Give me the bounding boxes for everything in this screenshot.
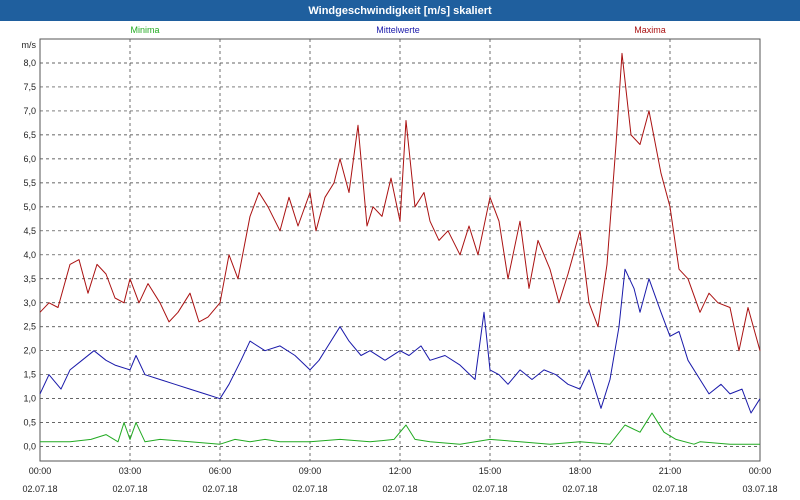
x-tick-time: 00:00 <box>749 466 772 476</box>
x-tick-date: 02.07.18 <box>382 484 417 494</box>
y-tick-label: 2,0 <box>23 346 36 356</box>
x-tick-time: 12:00 <box>389 466 412 476</box>
x-tick-date: 02.07.18 <box>112 484 147 494</box>
window-title: Windgeschwindigkeit [m/s] skaliert <box>0 0 800 21</box>
y-tick-label: 0,0 <box>23 442 36 452</box>
wind-speed-chart: 0,0 0,5 1,0 1,5 2,0 2,5 3,0 3,5 4,0 4,5 5,0 5,5 6,0 6… <box>22 25 778 494</box>
axis-labels: 0,0 0,5 1,0 1,5 2,0 2,5 3,0 3,5 4,0 4,5 5,0 5,5 6,0 6… <box>22 40 778 494</box>
x-tick-time: 00:00 <box>29 466 52 476</box>
y-tick-label: 4,5 <box>23 226 36 236</box>
y-tick-label: 2,5 <box>23 322 36 332</box>
y-tick-label: 0,5 <box>23 418 36 428</box>
legend-maxima: Maxima <box>634 25 666 35</box>
y-tick-label: 1,5 <box>23 370 36 380</box>
x-tick-date: 02.07.18 <box>202 484 237 494</box>
x-tick-date: 03.07.18 <box>742 484 777 494</box>
y-tick-label: 3,0 <box>23 298 36 308</box>
legend: Minima Mittelwerte Maxima <box>130 25 665 35</box>
x-tick-date: 02.07.18 <box>292 484 327 494</box>
x-tick-time: 15:00 <box>479 466 502 476</box>
x-tick-time: 21:00 <box>659 466 682 476</box>
y-tick-label: 1,0 <box>23 394 36 404</box>
y-tick-label: 8,0 <box>23 58 36 68</box>
x-tick-time: 06:00 <box>209 466 232 476</box>
series-layer <box>39 52 761 445</box>
x-tick-date: 02.07.18 <box>472 484 507 494</box>
y-axis-unit: m/s <box>22 40 37 50</box>
x-tick-time: 18:00 <box>569 466 592 476</box>
series-line-mittelwerte <box>39 268 761 414</box>
grid <box>39 39 761 461</box>
y-tick-label: 3,5 <box>23 274 36 284</box>
y-tick-label: 7,0 <box>23 106 36 116</box>
x-tick-date: 02.07.18 <box>652 484 687 494</box>
y-tick-label: 6,0 <box>23 154 36 164</box>
plot-area <box>39 38 761 462</box>
x-tick-date: 02.07.18 <box>22 484 57 494</box>
y-tick-label: 5,0 <box>23 202 36 212</box>
y-tick-label: 4,0 <box>23 250 36 260</box>
series-line-minima <box>40 412 760 445</box>
x-tick-time: 09:00 <box>299 466 322 476</box>
y-tick-label: 6,5 <box>23 130 36 140</box>
series-line-maxima <box>39 52 761 352</box>
legend-minima: Minima <box>130 25 159 35</box>
y-tick-label: 7,5 <box>23 82 36 92</box>
x-tick-time: 03:00 <box>119 466 142 476</box>
legend-mittelwerte: Mittelwerte <box>376 25 420 35</box>
y-tick-label: 5,5 <box>23 178 36 188</box>
x-tick-date: 02.07.18 <box>562 484 597 494</box>
